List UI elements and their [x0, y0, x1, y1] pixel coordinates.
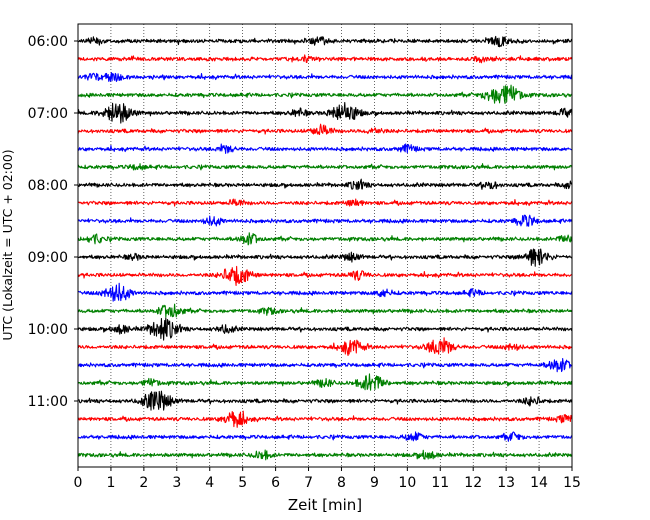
seismic-trace	[77, 72, 573, 82]
seismic-trace	[77, 123, 573, 136]
seismic-trace	[77, 178, 573, 191]
y-tick-label: 06:00	[28, 34, 68, 50]
seismic-trace	[77, 265, 573, 287]
x-tick-label: 6	[271, 475, 280, 491]
x-tick-label: 11	[431, 475, 449, 491]
y-axis-ticks: 06:00 07:00 08:00 09:00 10:00 11:00	[28, 34, 78, 410]
x-tick-label: 4	[205, 475, 214, 491]
x-tick-label: 0	[74, 475, 83, 491]
seismic-trace	[77, 431, 573, 442]
y-tick-label: 11:00	[28, 394, 68, 410]
y-tick-label: 10:00	[28, 322, 68, 338]
trace-group	[77, 35, 573, 461]
y-tick-label: 08:00	[28, 178, 68, 194]
seismic-trace	[77, 198, 573, 207]
vertical-grid	[110, 24, 540, 467]
seismic-trace	[77, 373, 573, 391]
seismic-trace	[77, 143, 573, 154]
seismic-trace	[77, 35, 573, 48]
x-axis-label: Zeit [min]	[288, 496, 362, 514]
y-tick-label: 09:00	[28, 250, 68, 266]
seismic-trace	[77, 390, 573, 411]
x-tick-label: 9	[370, 475, 379, 491]
seismic-trace	[77, 54, 573, 64]
x-tick-label: 1	[106, 475, 115, 491]
y-tick-label: 07:00	[28, 106, 68, 122]
seismic-trace	[77, 410, 573, 428]
x-tick-label: 15	[563, 475, 581, 491]
x-tick-label: 3	[172, 475, 181, 491]
x-tick-label: 8	[337, 475, 346, 491]
seismic-trace	[77, 163, 573, 171]
y-axis-label: UTC (Lokalzeit = UTC + 02:00)	[0, 149, 15, 340]
seismic-trace	[77, 317, 573, 341]
seismic-trace	[77, 248, 573, 267]
plot-background	[78, 24, 572, 467]
seismic-trace	[77, 337, 573, 356]
x-tick-label: 5	[238, 475, 247, 491]
seismic-trace	[77, 282, 573, 302]
plot-frame	[77, 23, 573, 468]
x-tick-label: 7	[304, 475, 313, 491]
seismic-trace	[77, 102, 573, 124]
seismic-trace	[77, 358, 573, 373]
seismic-trace	[77, 303, 573, 318]
seismic-trace	[77, 449, 573, 461]
x-tick-label: 13	[497, 475, 515, 491]
x-tick-label: 2	[139, 475, 148, 491]
x-axis-ticks: 0 1 2 3 4 5 6 7 8 9 10 11 12 13 14 15	[74, 467, 581, 491]
seismic-trace	[77, 84, 573, 104]
x-tick-label: 14	[530, 475, 548, 491]
seismic-trace	[77, 214, 573, 227]
x-tick-label: 10	[398, 475, 416, 491]
x-tick-label: 12	[464, 475, 482, 491]
seismic-trace	[77, 232, 573, 246]
